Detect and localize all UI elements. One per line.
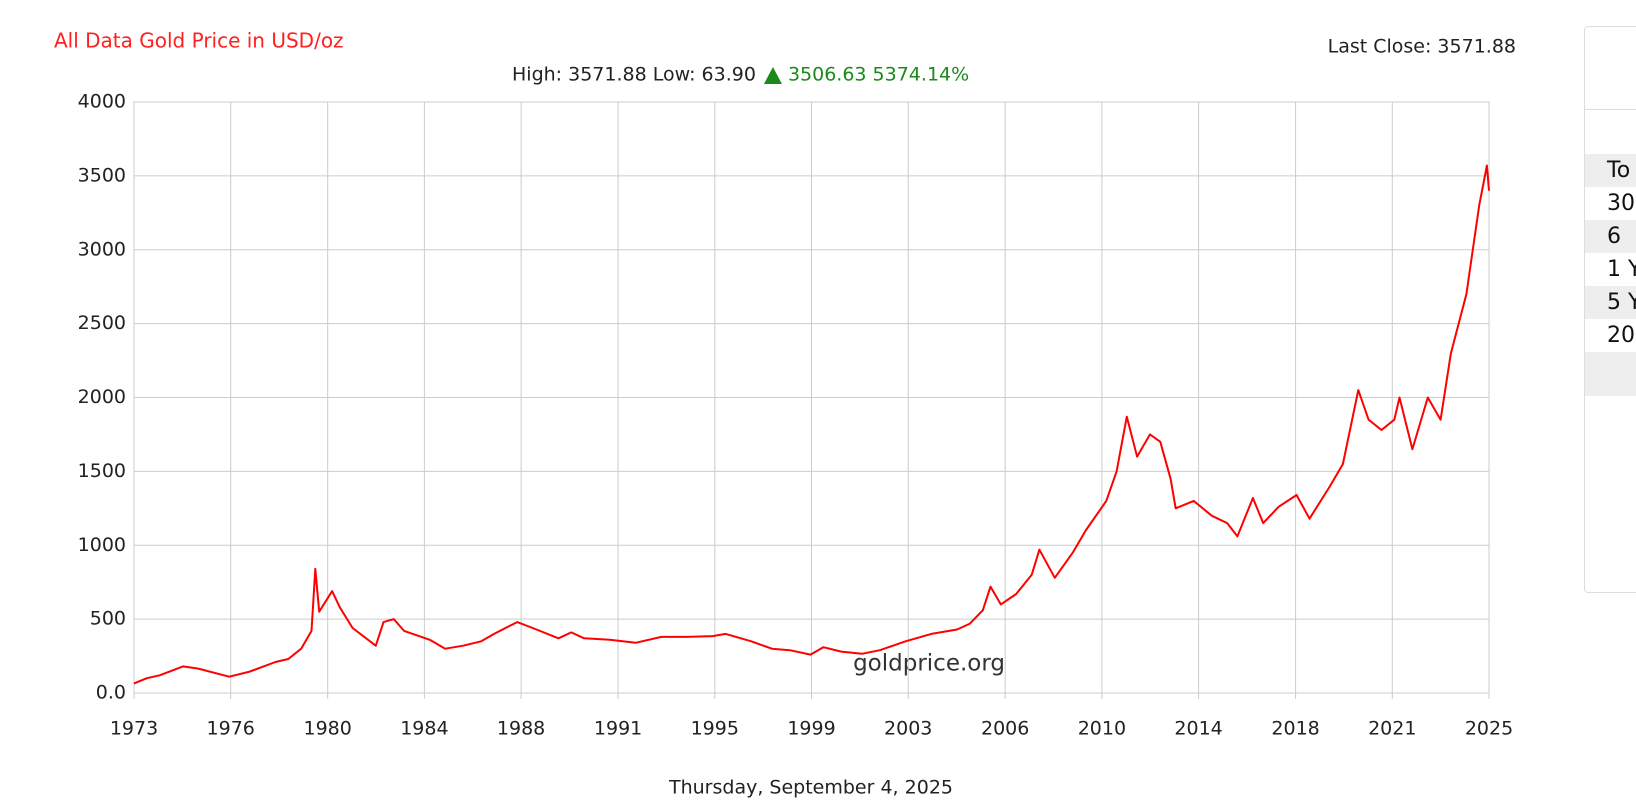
x-tick-label: 1973 <box>110 718 158 740</box>
x-tick-label: 1976 <box>207 718 255 740</box>
x-tick-label: 1995 <box>691 718 739 740</box>
y-tick-label: 4000 <box>78 91 126 113</box>
x-tick-label: 2006 <box>981 718 1029 740</box>
chart-title: All Data Gold Price in USD/oz <box>54 29 344 53</box>
x-tick-label: 1988 <box>497 718 545 740</box>
x-tick-label: 2010 <box>1078 718 1126 740</box>
panel-row: To <box>1585 154 1636 187</box>
last-close: Last Close: 3571.88 <box>1328 36 1516 58</box>
price-line <box>133 164 1490 685</box>
side-panel: To 30 6 1 Y 5 Y 20 <box>1584 26 1636 593</box>
y-tick-label: 500 <box>90 608 126 630</box>
panel-row: 6 <box>1585 220 1636 253</box>
x-tick-label: 1999 <box>787 718 835 740</box>
panel-row: 1 Y <box>1607 257 1636 282</box>
change: 3506.63 5374.14% <box>788 64 969 86</box>
x-tick-label: 1980 <box>304 718 352 740</box>
date: Thursday, September 4, 2025 <box>668 777 953 799</box>
x-tick-label: 1984 <box>400 718 448 740</box>
watermark: goldprice.org <box>853 651 1005 677</box>
x-tick-label: 2021 <box>1368 718 1416 740</box>
y-tick-label: 0.0 <box>96 682 126 704</box>
panel-spacer <box>1585 110 1636 154</box>
x-tick-label: 1991 <box>594 718 642 740</box>
chart: All Data Gold Price in USD/oz Last Close… <box>54 29 1516 799</box>
panel-row: 20 <box>1607 323 1635 348</box>
y-tick-label: 2000 <box>78 386 126 408</box>
y-tick-label: 1000 <box>78 534 126 556</box>
panel-row: 5 Y <box>1585 286 1636 319</box>
high-low: High: 3571.88 Low: 63.90 <box>512 64 756 86</box>
x-tick-label: 2025 <box>1465 718 1513 740</box>
panel-row: 30 <box>1607 191 1635 216</box>
y-tick-label: 1500 <box>78 460 126 482</box>
panel-footer <box>1585 352 1636 396</box>
y-tick-label: 3000 <box>78 238 126 260</box>
panel-spacer <box>1585 27 1636 110</box>
up-triangle <box>763 67 782 84</box>
y-tick-label: 3500 <box>78 164 126 186</box>
x-tick-label: 2014 <box>1174 718 1222 740</box>
y-tick-label: 2500 <box>78 312 126 334</box>
x-tick-label: 2018 <box>1271 718 1319 740</box>
x-tick-label: 2003 <box>884 718 932 740</box>
